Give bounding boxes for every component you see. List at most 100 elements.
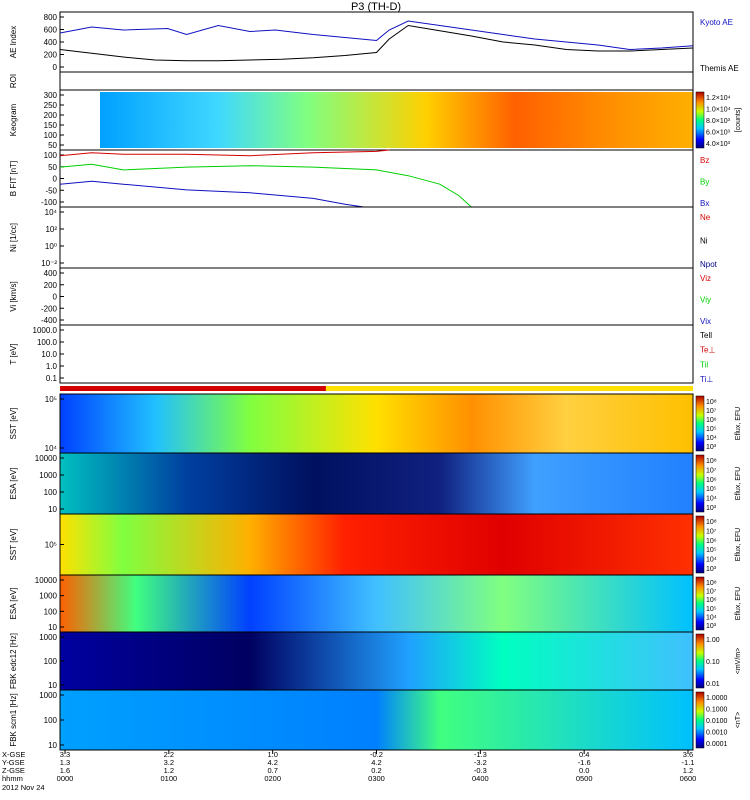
esa_e-colorbar-tick: 10⁵ [706,486,717,493]
esa_e-ytick: 10 [48,505,57,514]
esa_i-colorbar [695,576,705,631]
sst_i-colorbar-tick: 10⁴ [706,557,717,564]
sst_i-spectrogram [60,514,693,575]
temperature-ytick: 10.0 [41,350,57,359]
ae-ytick: 0 [53,63,58,72]
fbk_scm-colorbar-tick: 0.1000 [706,707,728,714]
bfield-legend-entry: Bx [700,199,709,208]
ae-ytick: 600 [44,26,58,35]
x-tick-label-z: 1.2 [683,766,693,775]
esa_i-colorbar-tick: 10⁷ [706,589,717,596]
chart-title: P3 (TH-D) [351,1,401,13]
velocity-ytick: 0 [53,293,58,302]
temperature-ytick: 100.0 [37,338,58,347]
sst_e-colorbar [695,395,705,452]
roi-frame [59,71,694,91]
sst_e-colorbar-label: Eflux, EFU [735,407,742,440]
sst_i-colorbar [695,515,705,574]
esa_e-colorbar-tick: 10⁶ [706,477,717,484]
sst_e-colorbar-tick: 10⁵ [706,426,717,433]
velocity-legend-entry: Viy [700,296,711,305]
x-tick-label-z: -0.3 [474,766,487,775]
bfield-ytick: -100 [41,198,58,207]
x-tick-label-x: 0.4 [579,750,589,759]
esa_i-ytick: 1000 [39,592,57,601]
temperature-ytick: 0.1 [46,374,58,383]
temperature-ytick: 1.0 [46,362,58,371]
esa_i-colorbar-tick: 10⁴ [706,614,717,621]
fbk_scm-ylabel: FBK scm1 [Hz] [9,693,18,746]
sst_i-ytick: 10⁵ [45,541,57,550]
density-ytick: 10² [45,225,57,234]
velocity-ytick: 400 [44,269,58,278]
sst_i-colorbar-tick: 10⁷ [706,528,717,535]
temperature-legend-entry: Ti⊥ [700,375,713,384]
keogram-ytick: 250 [44,101,58,110]
fbk_scm-colorbar-label: <nT> [735,712,742,728]
sst_i-colorbar-tick: 10⁶ [706,538,717,545]
bfield-series-line [59,163,472,208]
x-tick-label-x: 1.0 [267,750,277,759]
density-frame [59,206,694,269]
esa_e-colorbar-tick: 10⁷ [706,467,717,474]
velocity-ytick: -200 [41,304,58,313]
x-axis-row-label: hhmm [2,774,23,783]
density-ytick: 10⁻² [41,259,57,268]
bfield-frame [59,149,694,208]
esa_e-colorbar-tick: 10⁴ [706,496,717,503]
x-tick-label-time: 0000 [57,774,74,783]
esa_i-spectrogram [60,575,693,632]
esa_i-colorbar-tick: 10⁶ [706,597,717,604]
x-axis-row-label: 2012 Nov 24 [2,783,45,792]
x-tick-label-x: -1.3 [474,750,487,759]
esa_e-ylabel: ESA [eV] [9,467,18,499]
x-axis-row-label: Y-GSE [2,758,25,767]
x-tick-label-time: 0400 [472,774,489,783]
bfield-series-line [59,180,364,208]
x-axis-row-label: X-GSE [2,750,25,759]
esa_i-colorbar-tick: 10⁸ [706,580,717,587]
x-axis-row-label: Z-GSE [2,766,25,775]
velocity-legend-entry: Vix [700,317,711,326]
esa_e-spectrogram [60,453,693,514]
keogram-colorbar-tick: 4.0×10³ [706,141,731,148]
ae-ytick: 400 [44,38,58,47]
fbk_edc-colorbar-tick: 0.10 [706,659,720,666]
esa_i-colorbar-tick: 10⁵ [706,606,717,613]
temperature-frame [59,324,694,384]
fbk_scm-ytick: 1000 [39,691,57,700]
fbk_edc-colorbar [695,633,705,689]
density-legend-entry: Ni [700,237,708,246]
fbk_scm-colorbar-tick: 0.0100 [706,718,728,725]
velocity-ylabel: Vi [km/s] [9,281,18,312]
velocity-legend-entry: Viz [700,274,711,283]
esa_i-ylabel: ESA [eV] [9,587,18,619]
bfield-ytick: -50 [45,186,57,195]
sst_i-colorbar-tick: 10⁸ [706,519,717,526]
fbk_edc-spectrogram [60,632,693,690]
x-tick-label-x: 3.6 [683,750,693,759]
bfield-ylabel: B FIT [nT] [9,161,18,196]
x-tick-label-x: 3.3 [60,750,70,759]
sst_e-ytick: 10⁴ [45,444,58,453]
x-tick-label-x: -0.2 [370,750,383,759]
fbk_scm-colorbar-tick: 0.0001 [706,741,728,748]
sst_e-colorbar-tick: 10⁴ [706,435,717,442]
density-legend-entry: Npot [700,260,718,269]
temperature-legend-entry: Te⊥ [700,346,715,355]
fbk_edc-colorbar-label: <mV/m> [735,648,742,674]
ae-series-line [59,20,694,51]
fbk_scm-colorbar-tick: 0.0010 [706,730,728,737]
esa_e-colorbar [695,454,705,513]
esa_i-colorbar-label: Eflux, EFU [735,587,742,620]
mode-bar-segment [60,386,326,391]
x-tick-label-y: 4.2 [371,758,381,767]
x-tick-label-z: 1.2 [164,766,174,775]
ae-ytick: 800 [44,13,58,22]
density-legend-entry: Ne [700,213,711,222]
density-ytick: 10⁰ [45,242,57,251]
density-ytick: 10⁴ [45,208,58,217]
x-tick-label-y: -1.6 [578,758,591,767]
ae-ylabel: AE Index [9,26,18,58]
